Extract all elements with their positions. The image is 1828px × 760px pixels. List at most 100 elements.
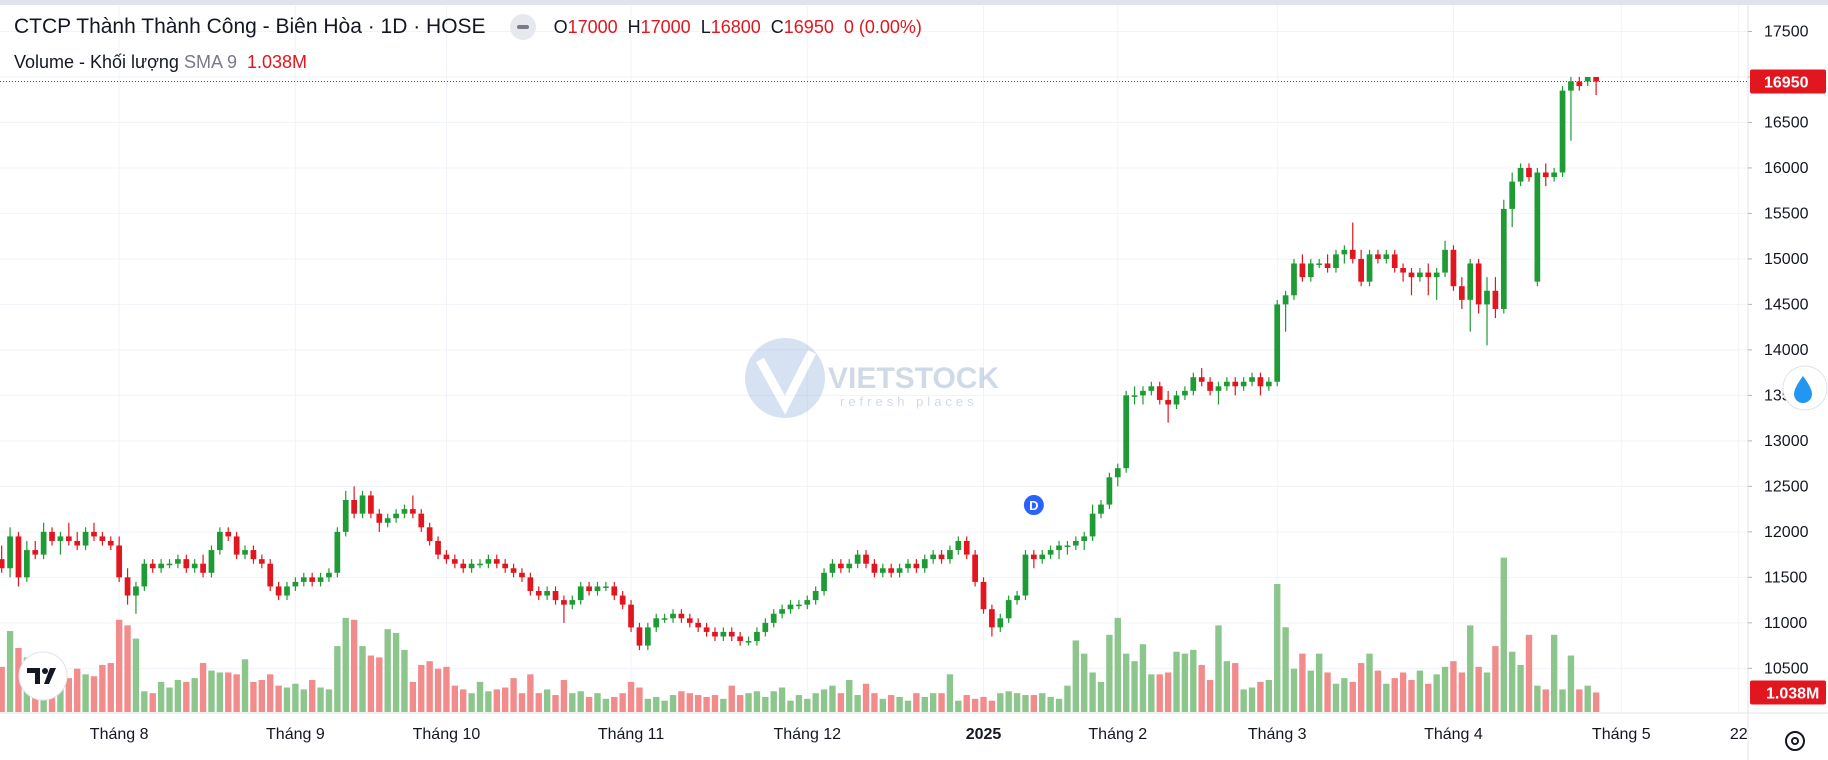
candle-body bbox=[1140, 390, 1146, 396]
volume-bar bbox=[174, 679, 182, 712]
volume-bar bbox=[611, 696, 618, 712]
volume-bar bbox=[980, 696, 987, 712]
candle-body bbox=[1349, 249, 1356, 259]
volume-bar bbox=[669, 695, 677, 712]
volume-bar bbox=[862, 683, 870, 712]
volume-bar bbox=[1425, 683, 1432, 712]
candle-body bbox=[1123, 395, 1130, 469]
volume-bar bbox=[1005, 691, 1012, 712]
settings-gear-center[interactable] bbox=[1791, 737, 1799, 745]
candle-body bbox=[569, 600, 576, 605]
candle-body bbox=[1375, 254, 1381, 259]
candle-body bbox=[1333, 254, 1339, 269]
candle-body bbox=[804, 600, 811, 605]
x-tick-label: Tháng 3 bbox=[1248, 726, 1307, 743]
candle-body bbox=[49, 531, 55, 541]
candle-body bbox=[737, 636, 744, 642]
volume-bar bbox=[443, 666, 450, 712]
volume-bar bbox=[1030, 695, 1038, 712]
volume-bar bbox=[367, 655, 375, 712]
ohlc-label: C bbox=[770, 16, 784, 37]
top-bar bbox=[0, 0, 1828, 5]
volume-bar bbox=[1450, 661, 1457, 712]
candle-body bbox=[1265, 381, 1272, 387]
volume-bar bbox=[1198, 664, 1205, 712]
candle-body bbox=[300, 577, 307, 582]
volume-bar bbox=[971, 698, 979, 712]
volume-bar bbox=[208, 670, 215, 712]
candle-body bbox=[107, 540, 114, 546]
volume-bar bbox=[258, 679, 266, 712]
candle-body bbox=[812, 590, 819, 601]
last-price-tag bbox=[1750, 69, 1826, 94]
collapse-button[interactable] bbox=[509, 14, 536, 40]
volume-sma: SMA 9 bbox=[183, 52, 237, 72]
x-tick-label: Tháng 8 bbox=[90, 726, 149, 743]
volume-bar bbox=[1081, 653, 1088, 712]
candle-body bbox=[796, 604, 802, 607]
volume-bar bbox=[1383, 683, 1390, 712]
candle-body bbox=[879, 568, 886, 573]
tv-logo bbox=[18, 651, 68, 701]
volume-bar bbox=[1592, 692, 1600, 712]
volume-bar bbox=[812, 693, 819, 712]
candle-body bbox=[133, 586, 139, 596]
volume-bar bbox=[292, 683, 299, 712]
volume-bar bbox=[1567, 655, 1575, 712]
candle-body bbox=[1098, 504, 1104, 514]
candle-body bbox=[7, 536, 13, 569]
candle-body bbox=[1400, 268, 1406, 273]
candle-body bbox=[586, 586, 592, 591]
candle-body bbox=[678, 613, 685, 619]
volume-bar bbox=[1089, 672, 1096, 712]
candle-body bbox=[317, 577, 324, 582]
volume-bar bbox=[535, 693, 542, 712]
volume-bar bbox=[1441, 666, 1449, 712]
volume-bar bbox=[795, 695, 803, 712]
volume-bar bbox=[468, 693, 475, 712]
candle-body bbox=[1182, 390, 1188, 396]
volume-bar bbox=[376, 657, 383, 712]
candle-body bbox=[1056, 545, 1062, 551]
candle-body bbox=[1005, 600, 1012, 619]
candle-body bbox=[284, 586, 290, 596]
event-marker[interactable] bbox=[1021, 493, 1046, 518]
volume-bar bbox=[745, 693, 752, 712]
candle-body bbox=[376, 513, 383, 523]
ohlc-high: H17000 bbox=[628, 17, 691, 38]
candle-body bbox=[1106, 477, 1113, 505]
volume-last: 1.038M bbox=[247, 52, 308, 72]
candle-body bbox=[393, 513, 399, 519]
candle-body bbox=[267, 563, 274, 587]
candle-body bbox=[217, 531, 223, 551]
candle-body bbox=[1014, 595, 1020, 601]
volume-bar bbox=[82, 674, 89, 712]
candle-body bbox=[1249, 377, 1255, 382]
candle-body bbox=[1467, 263, 1474, 300]
candle-body bbox=[829, 563, 836, 573]
volume-bar bbox=[543, 689, 551, 712]
candle-body bbox=[191, 563, 198, 569]
settings-icon[interactable] bbox=[1785, 731, 1805, 751]
candle-body bbox=[972, 554, 978, 582]
candle-body bbox=[1492, 290, 1499, 309]
volume-bar bbox=[1013, 693, 1021, 712]
volume-bar bbox=[1500, 557, 1507, 712]
volume-bar bbox=[1307, 670, 1314, 712]
candle-body bbox=[82, 531, 89, 546]
candle-body bbox=[754, 631, 760, 642]
volume-bar bbox=[1366, 653, 1373, 712]
assistant-icon-drop[interactable] bbox=[1794, 376, 1812, 403]
candle-body bbox=[326, 572, 332, 578]
volume-bar bbox=[317, 687, 324, 712]
volume-bar bbox=[65, 678, 73, 712]
candle-body bbox=[1458, 286, 1465, 300]
volume-bar bbox=[602, 698, 610, 712]
volume-bar bbox=[1299, 653, 1306, 712]
settings-gear[interactable] bbox=[1785, 731, 1805, 751]
volume-bar bbox=[275, 685, 282, 712]
volume-bar bbox=[1525, 634, 1533, 712]
volume-bar bbox=[1022, 695, 1029, 712]
candle-body bbox=[1299, 263, 1306, 278]
candle-body bbox=[141, 563, 148, 587]
